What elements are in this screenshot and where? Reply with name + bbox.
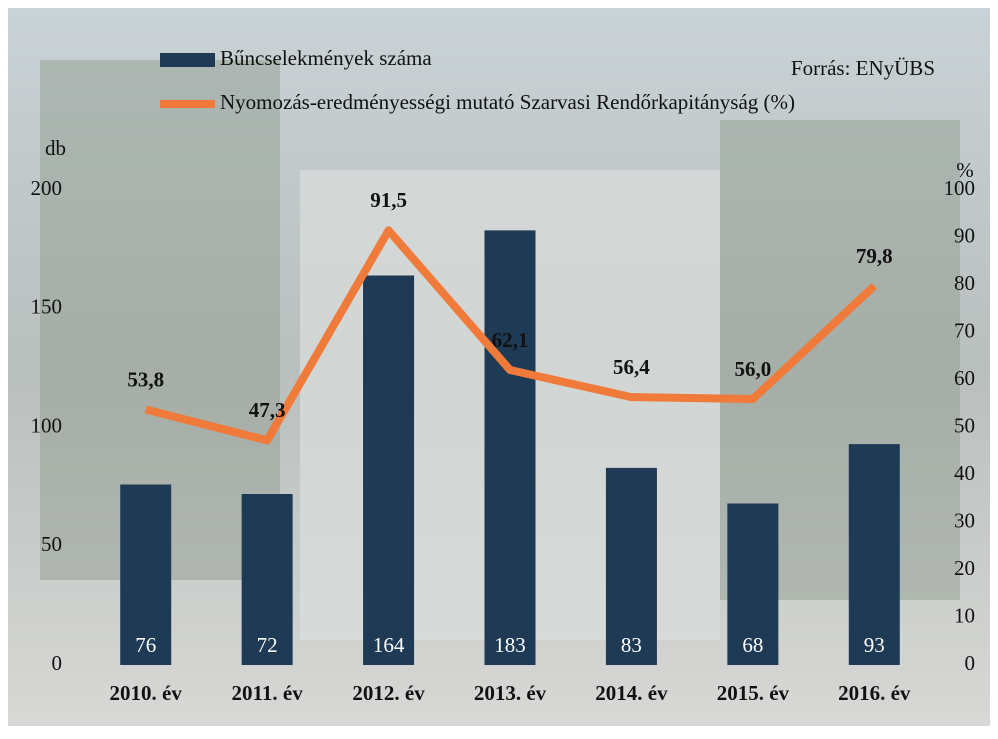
y2-tick-label: 90 [954, 223, 975, 247]
source: Forrás: ENyÜBS [791, 56, 935, 80]
legend-label: Bűncselekmények száma [220, 46, 432, 70]
y2-tick-label: 30 [954, 508, 975, 532]
bar-value-label: 76 [135, 633, 156, 657]
y2-tick-label: 100 [944, 176, 976, 200]
legend-label: Nyomozás-eredményességi mutató Szarvasi … [220, 90, 795, 114]
x-tick-label: 2014. év [595, 681, 668, 705]
y-tick-label: 200 [31, 176, 63, 200]
bar-value-label: 68 [742, 633, 763, 657]
bar-value-label: 93 [864, 633, 885, 657]
y2-tick-label: 0 [965, 651, 976, 675]
bar [848, 444, 900, 665]
line-value-label: 47,3 [249, 398, 286, 422]
bar [605, 467, 657, 665]
bar [727, 503, 779, 665]
bar [363, 275, 415, 665]
y2-tick-label: 50 [954, 413, 975, 437]
y2-tick-label: 80 [954, 271, 975, 295]
line-value-label: 62,1 [492, 328, 529, 352]
legend-swatch [160, 53, 215, 67]
y2-tick-label: 20 [954, 556, 975, 580]
x-tick-label: 2015. év [717, 681, 790, 705]
y-tick-label: 0 [52, 651, 63, 675]
y-tick-label: 150 [31, 295, 63, 319]
bar-value-label: 83 [621, 633, 642, 657]
bar-value-label: 183 [494, 633, 526, 657]
bar-value-label: 164 [373, 633, 405, 657]
line-value-label: 53,8 [127, 367, 164, 391]
bar [241, 494, 293, 665]
bar [484, 230, 536, 665]
line [144, 226, 878, 445]
line-value-label: 56,0 [734, 357, 771, 381]
y2-axis-label: % [956, 158, 974, 182]
y-axis-label: db [45, 136, 66, 160]
y2-tick-label: 10 [954, 603, 975, 627]
x-tick-label: 2011. év [232, 681, 304, 705]
line-value-label: 56,4 [613, 355, 650, 379]
x-tick-label: 2010. év [110, 681, 183, 705]
line-value-label: 91,5 [370, 188, 407, 212]
bar-value-label: 72 [257, 633, 278, 657]
bar [120, 484, 172, 665]
line-value-label: 79,8 [856, 244, 893, 268]
x-tick-label: 2012. év [352, 681, 425, 705]
x-tick-label: 2016. év [838, 681, 911, 705]
y2-tick-label: 40 [954, 461, 975, 485]
y-tick-label: 50 [41, 532, 62, 556]
x-tick-label: 2013. év [474, 681, 547, 705]
y-tick-label: 100 [31, 413, 63, 437]
y2-tick-label: 70 [954, 318, 975, 342]
y2-tick-label: 60 [954, 366, 975, 390]
